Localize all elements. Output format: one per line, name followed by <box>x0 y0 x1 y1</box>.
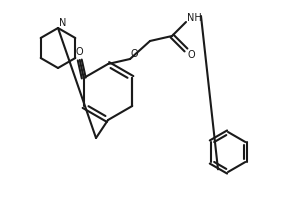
Text: O: O <box>187 50 195 60</box>
Text: NH: NH <box>187 13 201 23</box>
Text: N: N <box>59 18 67 28</box>
Text: O: O <box>76 47 84 57</box>
Text: O: O <box>130 49 138 59</box>
